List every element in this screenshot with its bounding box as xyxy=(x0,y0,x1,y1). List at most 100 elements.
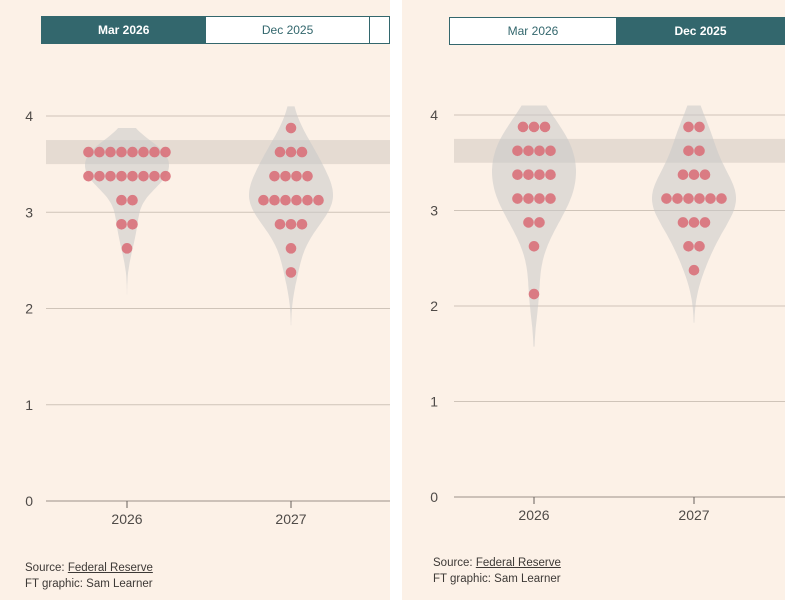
dot-2026-3.875 xyxy=(517,121,529,133)
dot-2027-3.125 xyxy=(258,194,269,206)
source-link[interactable]: Federal Reserve xyxy=(67,562,153,574)
dot-2026-3.125 xyxy=(534,193,545,204)
x-tick-label-2026: 2026 xyxy=(518,507,549,523)
dot-2027-2.875 xyxy=(688,217,700,228)
dot-2026-3.375 xyxy=(83,170,94,182)
chart-panel-left: Mar 2026 Dec 2025 0 1 2 3 4 2026 2027 Source: … xyxy=(0,0,390,600)
dot-2026-3.625 xyxy=(545,145,556,157)
dot-2026-3.375 xyxy=(149,170,160,182)
y-tick-label-0: 0 xyxy=(25,493,33,509)
dot-2027-3.125 xyxy=(313,194,324,206)
dot-2027-2.875 xyxy=(699,217,711,228)
x-tick-label-2026: 2026 xyxy=(111,511,142,527)
y-tick-label-2: 2 xyxy=(25,301,33,317)
dot-2026-3.625 xyxy=(534,145,545,157)
dot-2026-3.375 xyxy=(523,169,534,180)
dot-2026-3.625 xyxy=(160,146,171,158)
dot-2027-3.375 xyxy=(302,170,313,182)
dot-2027-2.875 xyxy=(677,217,689,228)
dot-2027-3.625 xyxy=(285,146,297,158)
dot-2027-3.375 xyxy=(688,169,700,180)
dot-2027-3.625 xyxy=(694,145,705,157)
dot-2027-2.625 xyxy=(285,243,297,254)
date-toggle: Mar 2026 Dec 2025 xyxy=(449,17,785,45)
dot-2026-3.125 xyxy=(127,194,138,206)
tab-dec-2025[interactable]: Dec 2025 xyxy=(206,17,370,43)
dot-plot-chart: 0 1 2 3 4 2026 2027 xyxy=(25,106,390,527)
violin-2026 xyxy=(492,105,576,347)
source-prefix: Source: xyxy=(25,562,68,574)
tab-dec-2025[interactable]: Dec 2025 xyxy=(617,18,784,44)
y-tick-label-3: 3 xyxy=(25,204,33,220)
chart-panel-right: Mar 2026 Dec 2025 0 1 2 3 4 2026 2027 Source: … xyxy=(402,0,785,600)
dot-2027-3.625 xyxy=(296,146,308,158)
dot-2026-3.375 xyxy=(94,170,105,182)
dot-2026-3.375 xyxy=(127,170,138,182)
dot-2027-3.625 xyxy=(274,146,286,158)
source-prefix: Source: xyxy=(433,557,476,569)
y-tick-label-4: 4 xyxy=(430,107,438,123)
dot-2027-3.125 xyxy=(269,194,280,206)
dot-2027-3.125 xyxy=(672,193,683,204)
source-note: Source: Federal Reserve FT graphic: Sam … xyxy=(433,555,561,587)
dot-2027-3.125 xyxy=(302,194,313,206)
x-tick-label-2027: 2027 xyxy=(275,511,306,527)
dot-2027-2.625 xyxy=(683,241,694,252)
dot-2026-3.625 xyxy=(83,146,94,158)
violin-2027 xyxy=(652,105,736,323)
dot-2026-3.625 xyxy=(116,146,127,158)
date-toggle: Mar 2026 Dec 2025 xyxy=(41,16,390,44)
dot-2026-3.375 xyxy=(545,169,556,180)
dot-2027-3.375 xyxy=(269,170,280,182)
source-note: Source: Federal Reserve FT graphic: Sam … xyxy=(25,560,153,592)
dot-2026-3.125 xyxy=(523,193,534,204)
dot-2026-2.875 xyxy=(116,218,127,230)
dot-2026-3.375 xyxy=(105,170,116,182)
tab-cut-off[interactable] xyxy=(369,17,389,43)
dot-2026-3.625 xyxy=(138,146,149,158)
dot-2027-3.375 xyxy=(280,170,291,182)
y-tick-label-0: 0 xyxy=(430,489,438,505)
dot-2027-3.375 xyxy=(699,169,711,180)
dot-2026-3.625 xyxy=(127,146,138,158)
dot-2027-3.125 xyxy=(716,193,727,204)
dot-2026-3.625 xyxy=(149,146,160,158)
dot-2027-3.125 xyxy=(694,193,705,204)
dot-2026-3.125 xyxy=(116,194,127,206)
dot-2027-2.375 xyxy=(688,264,700,276)
dot-2027-3.875 xyxy=(683,121,694,133)
y-tick-label-4: 4 xyxy=(25,108,33,124)
y-tick-label-1: 1 xyxy=(430,394,438,410)
y-tick-label-3: 3 xyxy=(430,203,438,219)
dot-2027-2.875 xyxy=(296,218,308,230)
dot-2027-3.125 xyxy=(661,193,672,204)
dot-2026-3.375 xyxy=(534,169,545,180)
dot-2026-3.875 xyxy=(539,121,551,133)
dot-2026-3.375 xyxy=(116,170,127,182)
y-tick-label-2: 2 xyxy=(430,298,438,314)
dot-2027-2.875 xyxy=(285,218,297,230)
dot-2026-2.875 xyxy=(127,218,138,230)
dot-2026-3.125 xyxy=(545,193,556,204)
dot-2026-2.625 xyxy=(528,241,540,252)
dot-2026-3.375 xyxy=(160,170,171,182)
dot-2027-3.125 xyxy=(291,194,302,206)
dot-2027-3.625 xyxy=(683,145,694,157)
violin-2026 xyxy=(85,128,169,302)
dot-2026-3.875 xyxy=(528,121,540,133)
tab-mar-2026[interactable]: Mar 2026 xyxy=(450,18,617,44)
dot-2027-2.875 xyxy=(274,218,286,230)
dot-2027-3.125 xyxy=(683,193,694,204)
dot-2026-3.625 xyxy=(523,145,534,157)
source-link[interactable]: Federal Reserve xyxy=(475,557,561,569)
tab-mar-2026[interactable]: Mar 2026 xyxy=(42,17,207,43)
dot-2027-3.875 xyxy=(694,121,705,133)
dot-2026-2.125 xyxy=(528,288,540,300)
dot-2026-3.375 xyxy=(138,170,149,182)
dot-2026-2.625 xyxy=(121,243,133,254)
dot-2027-3.375 xyxy=(677,169,689,180)
dot-2026-3.625 xyxy=(94,146,105,158)
x-tick-label-2027: 2027 xyxy=(678,507,709,523)
dot-2027-2.625 xyxy=(694,241,705,252)
dot-plot-chart: 0 1 2 3 4 2026 2027 xyxy=(430,105,785,523)
